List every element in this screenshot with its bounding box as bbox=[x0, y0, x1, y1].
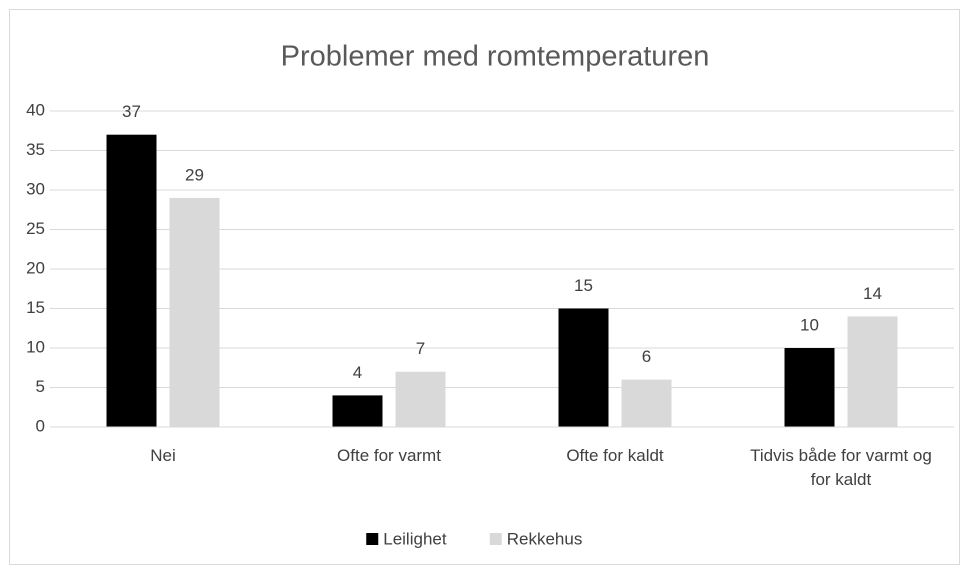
data-label: 7 bbox=[416, 339, 425, 358]
x-tick-label: Nei bbox=[150, 446, 176, 465]
x-tick-label: Tidvis både for varmt og for kaldt bbox=[750, 446, 932, 489]
y-tick-label: 15 bbox=[26, 298, 45, 317]
chart-frame bbox=[9, 9, 960, 565]
y-tick-label: 25 bbox=[26, 219, 45, 238]
data-label: 6 bbox=[642, 347, 651, 366]
y-tick-label: 30 bbox=[26, 179, 45, 198]
y-tick-label: 10 bbox=[26, 337, 45, 356]
bar bbox=[784, 348, 835, 427]
x-tick-label: Ofte for kaldt bbox=[566, 446, 664, 465]
x-tick-label-box: Ofte for kaldt bbox=[566, 446, 664, 465]
x-tick-label-box: Ofte for varmt bbox=[337, 446, 441, 465]
legend-label: Rekkehus bbox=[507, 529, 583, 548]
bar bbox=[558, 308, 609, 427]
data-label: 4 bbox=[353, 363, 362, 382]
bar bbox=[847, 316, 898, 427]
data-label: 37 bbox=[122, 102, 141, 121]
y-tick-label: 40 bbox=[26, 100, 45, 119]
bar bbox=[395, 371, 446, 427]
data-label: 14 bbox=[863, 284, 882, 303]
bar bbox=[106, 134, 157, 427]
bar bbox=[621, 379, 672, 427]
legend-swatch bbox=[366, 533, 379, 545]
bar bbox=[169, 197, 220, 427]
y-tick-label: 5 bbox=[36, 377, 45, 396]
x-tick-label: Ofte for varmt bbox=[337, 446, 441, 465]
data-label: 10 bbox=[800, 315, 819, 334]
legend-label: Leilighet bbox=[383, 529, 447, 548]
chart-title: Problemer med romtemperaturen bbox=[281, 41, 710, 73]
y-tick-label: 0 bbox=[36, 416, 45, 435]
y-tick-label: 20 bbox=[26, 258, 45, 277]
data-label: 15 bbox=[574, 276, 593, 295]
bar bbox=[332, 395, 383, 427]
y-tick-label: 35 bbox=[26, 140, 45, 159]
data-label: 29 bbox=[185, 165, 204, 184]
x-tick-label-box: Tidvis både for varmt og for kaldt bbox=[750, 446, 932, 489]
legend-swatch bbox=[489, 533, 502, 545]
x-tick-label-box: Nei bbox=[150, 446, 176, 465]
